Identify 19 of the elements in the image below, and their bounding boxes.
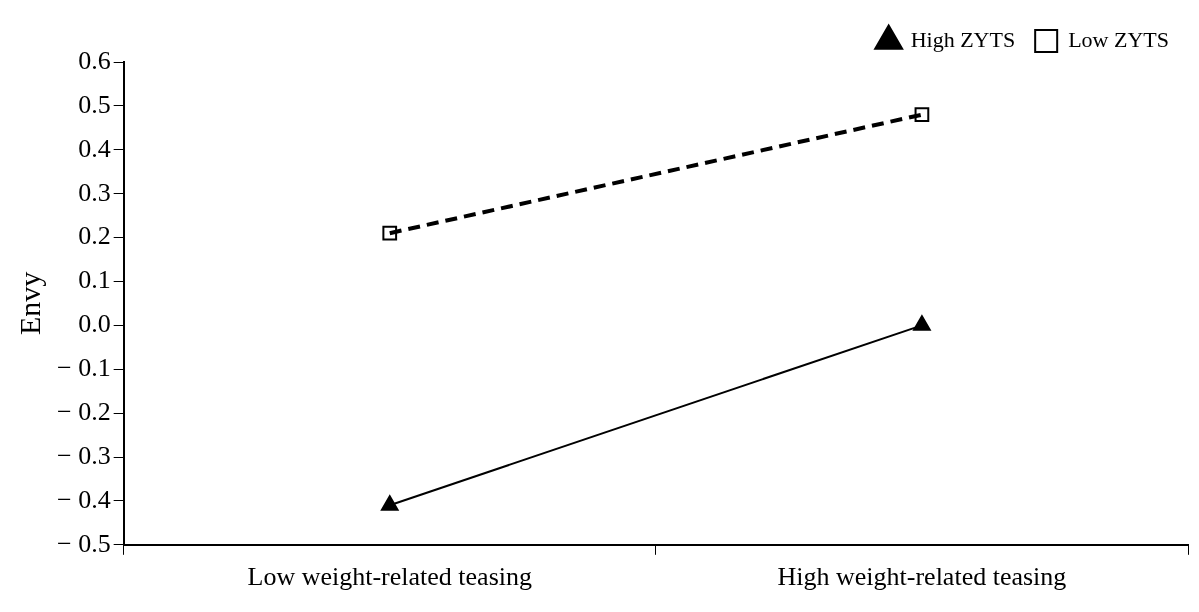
y-tick-label: − 0.3: [56, 440, 111, 470]
point: [382, 225, 398, 241]
legend-label: Low ZYTS: [1068, 26, 1169, 52]
y-tick-label: − 0.4: [56, 484, 111, 514]
y-tick-label: 0.3: [78, 177, 111, 207]
point: [914, 107, 930, 123]
y-axis-title: Envy: [12, 271, 46, 336]
y-tick-label: 0.4: [78, 133, 111, 163]
y-tick-label: − 0.1: [56, 353, 111, 383]
y-tick-label: − 0.2: [56, 396, 111, 426]
y-tick-label: 0.2: [78, 221, 111, 251]
y-tick-label: 0.1: [78, 265, 111, 295]
y-tick-label: 0.0: [78, 309, 111, 339]
legend-label: High ZYTS: [910, 26, 1016, 52]
y-tick-label: − 0.5: [56, 528, 111, 558]
y-tick-label: 0.5: [78, 89, 111, 119]
x-tick-label: High weight-related teasing: [777, 562, 1067, 592]
y-tick-label: 0.6: [78, 45, 111, 75]
x-tick-label: Low weight-related teasing: [247, 562, 532, 592]
